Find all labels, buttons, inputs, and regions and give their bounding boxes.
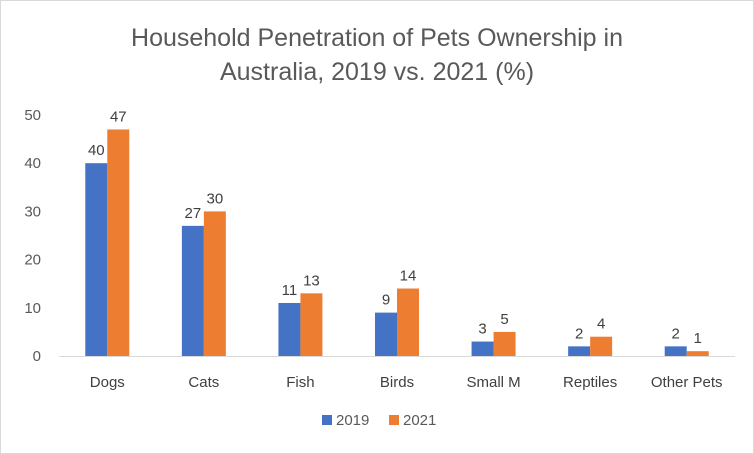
bar-2019 bbox=[181, 225, 204, 356]
bar-2021 bbox=[397, 288, 419, 356]
bar-2021 bbox=[686, 351, 709, 356]
chart-title: Household Penetration of Pets Ownership … bbox=[1, 21, 753, 89]
y-tick-label: 30 bbox=[24, 203, 41, 220]
data-label: 40 bbox=[88, 142, 105, 159]
x-tick-label: Cats bbox=[188, 374, 219, 391]
bar-2019 bbox=[375, 312, 397, 356]
bar-group: 27 30 bbox=[181, 190, 226, 356]
legend-item: 2021 bbox=[389, 412, 436, 429]
y-tick-label: 20 bbox=[24, 252, 41, 269]
y-tick-label: 0 bbox=[33, 348, 41, 365]
x-tick-label: Dogs bbox=[90, 374, 125, 391]
bar-2019 bbox=[471, 341, 494, 356]
legend-label: 2019 bbox=[336, 412, 369, 429]
bar-2021 bbox=[590, 336, 613, 356]
bar-2019 bbox=[664, 346, 687, 356]
data-label: 14 bbox=[400, 268, 417, 285]
legend-item: 2019 bbox=[322, 412, 369, 429]
bar-group: 40 47 bbox=[85, 108, 130, 356]
x-tick-label: Fish bbox=[286, 374, 314, 391]
data-label: 1 bbox=[694, 330, 702, 347]
bar-group: 35 bbox=[471, 311, 516, 356]
bar-2021 bbox=[203, 211, 226, 356]
x-tick-label: Small M bbox=[466, 374, 520, 391]
data-label: 5 bbox=[500, 311, 508, 328]
y-axis: 0 10 20 30 40 50 bbox=[24, 107, 41, 365]
data-label: 11 bbox=[282, 282, 298, 299]
bar-2021 bbox=[107, 129, 130, 356]
chart-title-line-2: Australia, 2019 vs. 2021 (%) bbox=[219, 58, 535, 86]
bar-group: 24 bbox=[568, 316, 613, 356]
data-label: 9 bbox=[382, 292, 390, 309]
data-label: 13 bbox=[303, 272, 320, 289]
bar-2019 bbox=[278, 302, 301, 356]
data-label: 30 bbox=[207, 190, 224, 207]
data-label: 3 bbox=[478, 321, 486, 338]
x-tick-label: Birds bbox=[380, 374, 414, 391]
data-label: 2 bbox=[672, 325, 680, 342]
x-axis: Dogs Cats Fish Birds Small M Reptiles Other Pe… bbox=[59, 356, 735, 391]
y-tick-label: 40 bbox=[24, 155, 41, 172]
legend-label: 2021 bbox=[403, 412, 436, 429]
data-label: 4 bbox=[597, 316, 605, 333]
data-label: 27 bbox=[185, 205, 202, 222]
bar-2021 bbox=[300, 293, 323, 356]
bar-2021 bbox=[493, 331, 516, 356]
y-tick-label: 10 bbox=[24, 300, 41, 317]
legend-swatch bbox=[322, 415, 332, 425]
x-tick-label: Other Pets bbox=[651, 374, 723, 391]
data-label: 2 bbox=[575, 325, 583, 342]
bar-2019 bbox=[568, 346, 591, 356]
chart-title-line-1: Household Penetration of Pets Ownership … bbox=[131, 24, 623, 52]
bar-group: 9 14 bbox=[375, 268, 419, 356]
legend-swatch bbox=[389, 415, 399, 425]
legend: 2019 2021 bbox=[322, 412, 436, 429]
bar-2019 bbox=[85, 163, 108, 356]
bar-group: 11 13 bbox=[278, 272, 323, 356]
x-tick-label: Reptiles bbox=[563, 374, 617, 391]
data-label: 47 bbox=[110, 108, 127, 125]
y-tick-label: 50 bbox=[24, 107, 41, 124]
